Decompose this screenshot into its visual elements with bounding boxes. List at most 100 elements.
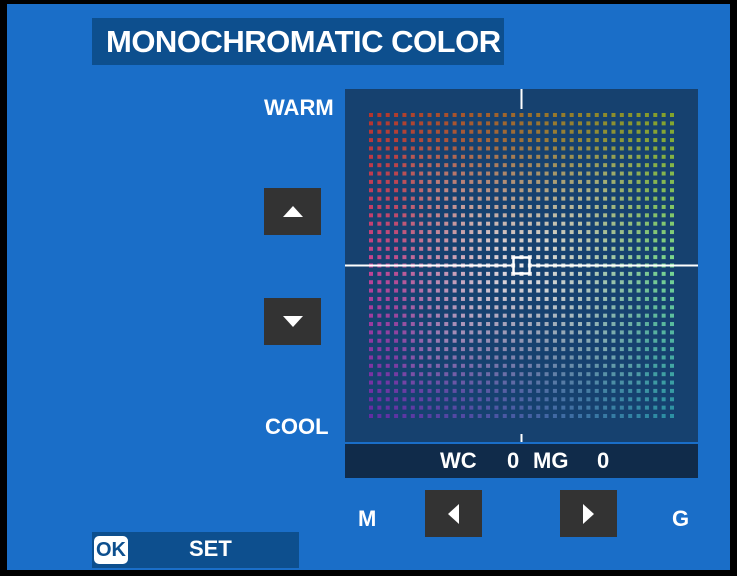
color-dot <box>644 313 649 318</box>
color-dot <box>452 280 457 285</box>
color-dot <box>527 246 532 251</box>
color-dot <box>578 347 583 352</box>
color-dot <box>394 188 399 193</box>
color-dot <box>486 188 491 193</box>
color-dot <box>469 372 474 377</box>
color-dot <box>578 154 583 159</box>
color-dot <box>369 363 373 368</box>
selection-cursor[interactable] <box>512 256 531 275</box>
color-dot <box>619 322 624 327</box>
color-dot <box>460 372 465 377</box>
color-dot <box>369 204 373 209</box>
color-dot <box>561 347 566 352</box>
color-dot <box>502 179 507 184</box>
color-dot <box>644 113 649 117</box>
color-dot <box>410 179 415 184</box>
color-grid[interactable] <box>345 89 698 442</box>
color-dot <box>594 363 599 368</box>
color-dot <box>502 338 507 343</box>
color-dot <box>410 405 415 410</box>
color-dot <box>519 263 524 268</box>
color-dot <box>661 347 666 352</box>
color-dot <box>402 347 407 352</box>
color-dot <box>394 296 399 301</box>
color-dot <box>586 288 591 293</box>
color-dot <box>394 255 399 260</box>
color-dot <box>544 288 549 293</box>
color-dot <box>644 171 649 176</box>
color-dot <box>661 163 666 168</box>
color-dot <box>444 288 449 293</box>
color-dot <box>670 221 674 226</box>
cool-down-button[interactable] <box>264 298 321 345</box>
color-dot <box>444 280 449 285</box>
color-dot <box>369 372 373 377</box>
color-dot <box>394 347 399 352</box>
color-dot <box>561 288 566 293</box>
color-dot <box>536 113 541 117</box>
color-dot <box>636 221 641 226</box>
color-dot <box>578 305 583 310</box>
color-dot <box>527 129 532 134</box>
color-dot <box>586 372 591 377</box>
color-dot <box>527 405 532 410</box>
color-dot <box>594 196 599 201</box>
color-dot <box>469 397 474 402</box>
color-dot <box>494 388 499 393</box>
color-dot <box>603 113 608 117</box>
color-dot <box>385 188 390 193</box>
color-dot <box>427 363 432 368</box>
color-dot <box>502 196 507 201</box>
color-dot <box>402 397 407 402</box>
color-dot <box>460 179 465 184</box>
color-dot <box>377 414 382 418</box>
color-dot <box>469 146 474 151</box>
color-dot <box>544 188 549 193</box>
color-dot <box>435 296 440 301</box>
color-dot <box>586 271 591 276</box>
color-dot <box>536 305 541 310</box>
color-dot <box>419 255 424 260</box>
color-dot <box>394 146 399 151</box>
color-dot <box>619 196 624 201</box>
color-dot <box>569 179 574 184</box>
color-dot <box>603 388 608 393</box>
color-dot <box>452 154 457 159</box>
color-dot <box>435 179 440 184</box>
color-dot <box>469 355 474 360</box>
color-dot <box>486 129 491 134</box>
color-dot <box>670 355 674 360</box>
color-dot <box>477 280 482 285</box>
color-dot <box>527 380 532 385</box>
color-dot <box>619 129 624 134</box>
color-dot <box>586 171 591 176</box>
color-dot <box>394 322 399 327</box>
magenta-left-button[interactable] <box>425 490 482 537</box>
color-dot <box>502 163 507 168</box>
color-dot <box>536 255 541 260</box>
color-dot <box>636 280 641 285</box>
color-dot <box>619 221 624 226</box>
color-dot <box>460 146 465 151</box>
color-dot <box>486 380 491 385</box>
color-dot <box>661 230 666 235</box>
green-right-button[interactable] <box>560 490 617 537</box>
color-dot <box>644 230 649 235</box>
color-dot <box>519 129 524 134</box>
color-dot <box>661 146 666 151</box>
color-dot <box>444 196 449 201</box>
warm-up-button[interactable] <box>264 188 321 235</box>
color-dot <box>611 322 616 327</box>
set-footer[interactable]: OK SET <box>92 532 299 568</box>
color-dot <box>385 129 390 134</box>
color-dot <box>544 221 549 226</box>
color-dot <box>578 255 583 260</box>
color-dot <box>469 330 474 335</box>
color-dot <box>502 255 507 260</box>
color-dot <box>435 405 440 410</box>
color-dot <box>502 355 507 360</box>
color-dot <box>369 113 373 117</box>
color-dot <box>394 230 399 235</box>
color-dot <box>410 196 415 201</box>
color-dot <box>477 188 482 193</box>
